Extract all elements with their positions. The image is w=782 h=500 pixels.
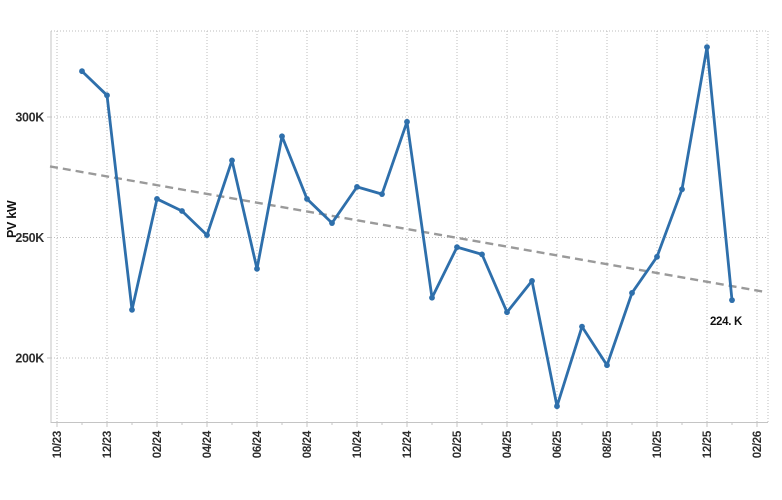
data-point-marker (704, 44, 710, 51)
data-point-marker (529, 277, 535, 284)
y-tick-label: 300K (15, 111, 44, 125)
x-tick-label: 08/24 (302, 430, 314, 458)
data-point-marker (379, 191, 385, 198)
x-tick-label: 06/24 (252, 430, 264, 458)
data-point-marker (204, 232, 210, 238)
data-point-marker (329, 220, 335, 226)
data-point-marker (229, 157, 235, 164)
data-point-marker (429, 294, 435, 301)
trend-line (49, 165, 768, 294)
data-point-marker (479, 251, 485, 258)
x-tick-label: 02/25 (452, 430, 464, 458)
data-point-marker (654, 253, 660, 260)
y-tick-label: 200K (15, 352, 44, 366)
data-point-marker (729, 297, 735, 304)
data-point-marker (404, 118, 410, 125)
data-point-marker (129, 306, 135, 313)
data-point-marker (304, 196, 310, 202)
data-point-marker (104, 92, 110, 99)
x-tick-label: 12/23 (102, 431, 114, 458)
x-tick-label: 04/24 (202, 430, 214, 458)
x-tick-label: 02/26 (752, 431, 764, 458)
data-point-marker (454, 244, 460, 251)
data-point-marker (554, 403, 560, 410)
x-tick-label: 08/25 (602, 430, 614, 458)
data-point-marker (604, 362, 610, 369)
data-point-marker (279, 133, 285, 140)
data-point-marker (79, 68, 85, 75)
x-tick-label: 02/24 (152, 430, 164, 458)
x-tick-label: 06/25 (552, 430, 564, 458)
data-point-marker (179, 208, 185, 214)
y-axis-title: PV kW (5, 200, 19, 238)
x-tick-label: 12/25 (702, 430, 714, 458)
data-point-marker (254, 265, 260, 272)
x-tick-label: 04/25 (502, 430, 514, 458)
x-tick-label: 10/25 (652, 430, 664, 458)
x-tick-label: 10/24 (352, 430, 364, 458)
y-tick-label: 250K (15, 231, 44, 245)
x-tick-label: 10/23 (52, 431, 64, 458)
data-point-marker (629, 290, 635, 296)
data-point-marker (154, 196, 160, 202)
data-point-marker (504, 309, 510, 316)
x-tick-label: 12/24 (402, 430, 414, 458)
data-point-marker (354, 183, 360, 190)
last-value-label: 224. K (710, 316, 743, 328)
data-point-marker (579, 323, 585, 330)
data-point-marker (679, 186, 685, 193)
